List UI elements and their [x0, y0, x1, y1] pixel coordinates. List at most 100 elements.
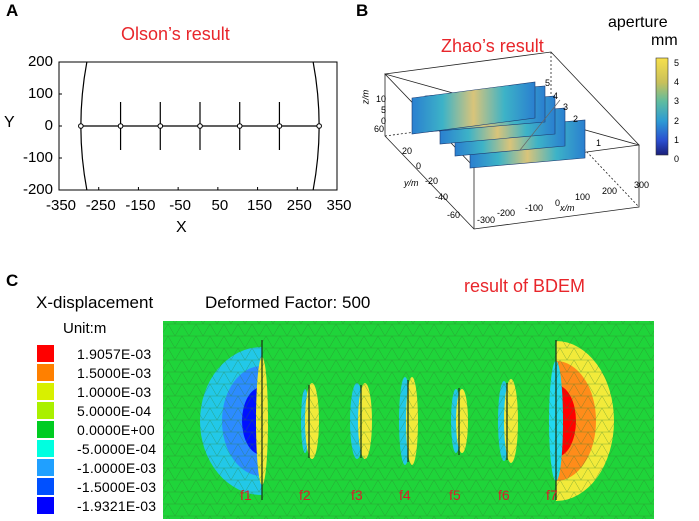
olson-fracture-center — [236, 123, 243, 129]
zhao-y-tick: -20 — [425, 176, 439, 186]
zhao-x-tick: 0 — [555, 198, 561, 208]
legend-value: 5.0000E-04 — [77, 402, 152, 419]
legend-swatch — [37, 383, 54, 400]
olson-x-tick: -250 — [85, 197, 116, 214]
zhao-fracture-plane — [411, 81, 536, 135]
legend-entry: -1.0000E-03 — [37, 459, 156, 476]
colorbar-tick: 2 — [674, 115, 680, 126]
bdem-fracture-label: f7 — [546, 487, 558, 503]
zhao-y-tick: 0 — [416, 161, 422, 171]
legend-swatch — [37, 421, 54, 438]
bdem-fracture-label: f2 — [299, 487, 311, 503]
panel-b-title: Zhao’s result — [441, 36, 544, 56]
legend-value: -1.9321E-03 — [77, 497, 157, 514]
zhao-fracture-label: 2 — [573, 114, 579, 124]
bdem-fracture-label: f1 — [240, 487, 252, 503]
zhao-z-tick: 0 — [381, 116, 387, 126]
colorbar-ticks: 5 4 3 2 1 0 — [674, 54, 679, 169]
zhao-x-label: x/m — [560, 203, 575, 213]
legend-entry: -1.5000E-03 — [37, 478, 156, 495]
panel-c-label: C — [6, 271, 19, 290]
zhao-x-tick: 200 — [602, 186, 618, 196]
olson-fracture-center — [316, 123, 322, 129]
zhao-z-tick: 10 — [376, 94, 387, 104]
legend-swatch — [37, 459, 54, 476]
olson-x-tick: 250 — [286, 197, 312, 214]
zhao-x-tick: -100 — [525, 203, 544, 213]
olson-x-tick: -150 — [125, 197, 156, 214]
olson-fracture-center — [276, 123, 283, 129]
legend-swatch — [37, 497, 54, 514]
legend-value: -1.5000E-03 — [77, 478, 157, 495]
zhao-y-top-tick: 60 — [374, 124, 385, 134]
zhao-y-tick: -60 — [447, 210, 461, 220]
legend-entry: 5.0000E-04 — [37, 402, 151, 419]
olson-fracture-center — [117, 123, 124, 129]
olson-y-tick: -100 — [22, 149, 53, 166]
panel-a-label: A — [6, 1, 19, 20]
bdem-fracture-label: f5 — [449, 487, 461, 503]
panel-c-title: result of BDEM — [464, 276, 586, 296]
zhao-x-tick: -300 — [477, 215, 496, 225]
legend-swatch — [37, 364, 54, 381]
legend-swatch — [37, 478, 54, 495]
zhao-x-tick: -200 — [497, 208, 516, 218]
colorbar-tick: 4 — [674, 77, 680, 88]
zhao-y-label: y/m — [404, 178, 419, 188]
olson-y-tick: 200 — [27, 53, 53, 70]
bdem-unit-label: Unit:m — [63, 320, 107, 337]
legend-entry: 1.0000E-03 — [37, 383, 151, 400]
colorbar-tick: 5 — [674, 58, 680, 68]
zhao-y-tick: 20 — [402, 146, 413, 156]
legend-swatch — [37, 440, 54, 457]
legend-value: 0.0000E+00 — [77, 421, 155, 438]
legend-entry: 0.0000E+00 — [37, 421, 155, 438]
zhao-fracture-label: 4 — [553, 91, 559, 101]
bdem-fracture-label: f6 — [498, 487, 510, 503]
olson-y-axis-label: Y — [4, 114, 15, 131]
olson-y-tick: 100 — [27, 85, 53, 102]
zhao-fracture-label: 1 — [596, 138, 602, 148]
legend-entry: 1.5000E-03 — [37, 364, 151, 381]
zhao-z-ticks: 10 5 0 — [376, 94, 386, 127]
zhao-fracture-planes — [411, 81, 586, 169]
legend-value: 1.5000E-03 — [77, 364, 152, 381]
legend-entry: -1.9321E-03 — [37, 497, 156, 514]
bdem-fracture-label: f4 — [399, 487, 411, 503]
zhao-x-tick: 300 — [634, 180, 650, 190]
colorbar-tick: 1 — [674, 134, 680, 145]
zhao-y-tick: -40 — [435, 192, 449, 202]
legend-swatch — [37, 345, 54, 362]
legend-entry: -5.0000E-04 — [37, 440, 156, 457]
legend-value: -5.0000E-04 — [77, 440, 157, 457]
legend-value: -1.0000E-03 — [77, 459, 157, 476]
zhao-x-tick: 100 — [575, 192, 591, 202]
colorbar-unit: mm — [651, 32, 678, 49]
olson-fracture-center — [78, 123, 84, 129]
olson-y-tick: -200 — [22, 181, 53, 198]
zhao-center-line — [519, 99, 561, 151]
colorbar-tick: 3 — [674, 96, 680, 107]
zhao-fracture-label: 3 — [563, 102, 569, 112]
bdem-quantity-label: X-displacement — [36, 293, 154, 312]
zhao-fracture-label: 5 — [545, 78, 551, 88]
olson-fracture-center — [157, 123, 164, 129]
colorbar — [655, 57, 669, 156]
bdem-fracture-label: f3 — [351, 487, 363, 503]
olson-x-tick: -350 — [45, 197, 77, 214]
olson-x-axis-label: X — [176, 219, 187, 236]
olson-x-tick: 50 — [211, 197, 229, 214]
legend-entry: 1.9057E-03 — [37, 345, 151, 362]
legend-value: 1.0000E-03 — [77, 383, 152, 400]
olson-x-tick: -50 — [169, 197, 191, 214]
bdem-deformed-factor: Deformed Factor: 500 — [205, 293, 371, 312]
panel-a-title: Olson’s result — [121, 24, 230, 44]
legend-swatch — [37, 402, 54, 419]
zhao-z-tick: 5 — [381, 105, 387, 115]
olson-x-tick: 350 — [326, 197, 352, 214]
olson-y-tick: 0 — [44, 117, 53, 134]
olson-fracture-center — [197, 123, 203, 129]
olson-x-tick: 150 — [247, 197, 273, 214]
